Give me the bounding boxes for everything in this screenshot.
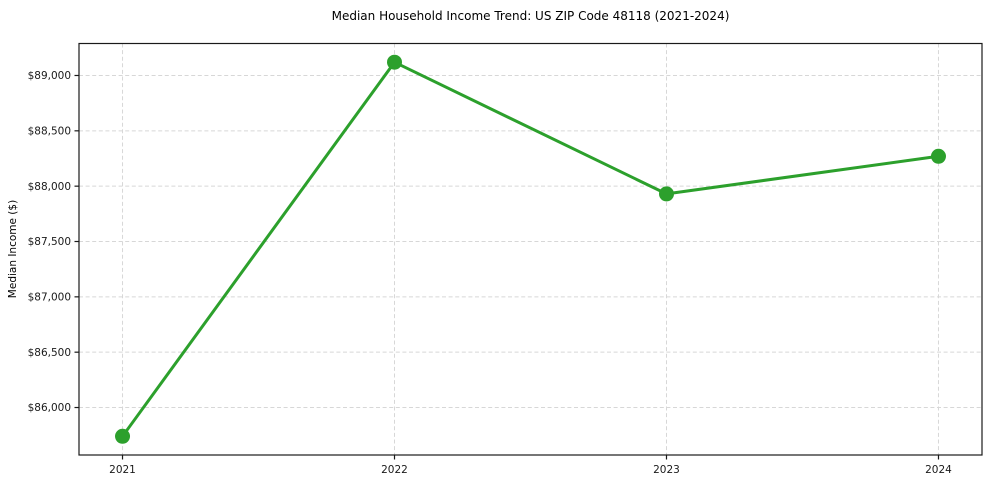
y-tick-label: $89,000	[28, 70, 71, 82]
data-point-2023	[658, 186, 674, 202]
plot-border	[78, 42, 983, 456]
data-point-2024	[930, 148, 946, 164]
data-point-2021	[115, 428, 131, 444]
y-tick-label: $88,000	[28, 181, 71, 193]
x-tick-label: 2023	[653, 464, 680, 476]
data-point-2022	[387, 54, 403, 70]
x-tick-label: 2024	[925, 464, 952, 476]
x-tick-label: 2021	[109, 464, 136, 476]
y-tick-label: $87,500	[28, 236, 71, 248]
y-tick-label: $86,500	[28, 347, 71, 359]
y-tick-label: $87,000	[28, 292, 71, 304]
y-tick-label: $86,000	[28, 402, 71, 414]
y-tick-label: $88,500	[28, 125, 71, 137]
trend-line	[121, 60, 940, 438]
x-tick-label: 2022	[381, 464, 408, 476]
chart-title: Median Household Income Trend: US ZIP Co…	[331, 9, 730, 23]
